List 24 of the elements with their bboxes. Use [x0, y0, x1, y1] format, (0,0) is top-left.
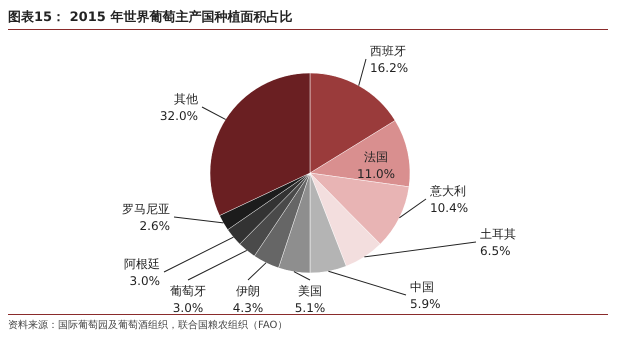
data-label: 2.6%: [140, 219, 170, 233]
data-label: 4.3%: [232, 301, 264, 315]
data-label: 32.0%: [160, 109, 198, 123]
slice-label: 土耳其: [480, 227, 516, 241]
text: 资料来源：国际葡萄园及葡萄酒组织，联合国粮农组织（FAO）: [8, 318, 288, 332]
slice-label: 法国: [364, 150, 388, 164]
data-label: 10.4%: [430, 201, 468, 215]
slice-label: 中国: [410, 280, 434, 294]
slice-label: 西班牙: [370, 44, 406, 58]
slice-label: 罗马尼亚: [122, 202, 170, 216]
slice-label: 其他: [174, 92, 198, 106]
slice-label: 美国: [298, 284, 322, 298]
slice-label: 意大利: [429, 184, 466, 198]
data-label: 5.1%: [294, 301, 326, 315]
data-label: 3.0%: [172, 301, 204, 315]
chart-title: 图表15： 2015 年世界葡萄主产国种植面积占比: [8, 8, 608, 30]
slice-label: 伊朗: [236, 284, 260, 298]
data-label: 5.9%: [410, 297, 440, 311]
data-label: 3.0%: [130, 274, 160, 288]
data-label: 11.0%: [356, 167, 396, 181]
data-label: 6.5%: [480, 244, 510, 258]
slice-label: 阿根廷: [124, 257, 160, 271]
slice-label: 葡萄牙: [170, 284, 206, 298]
data-label: 16.2%: [370, 61, 408, 75]
